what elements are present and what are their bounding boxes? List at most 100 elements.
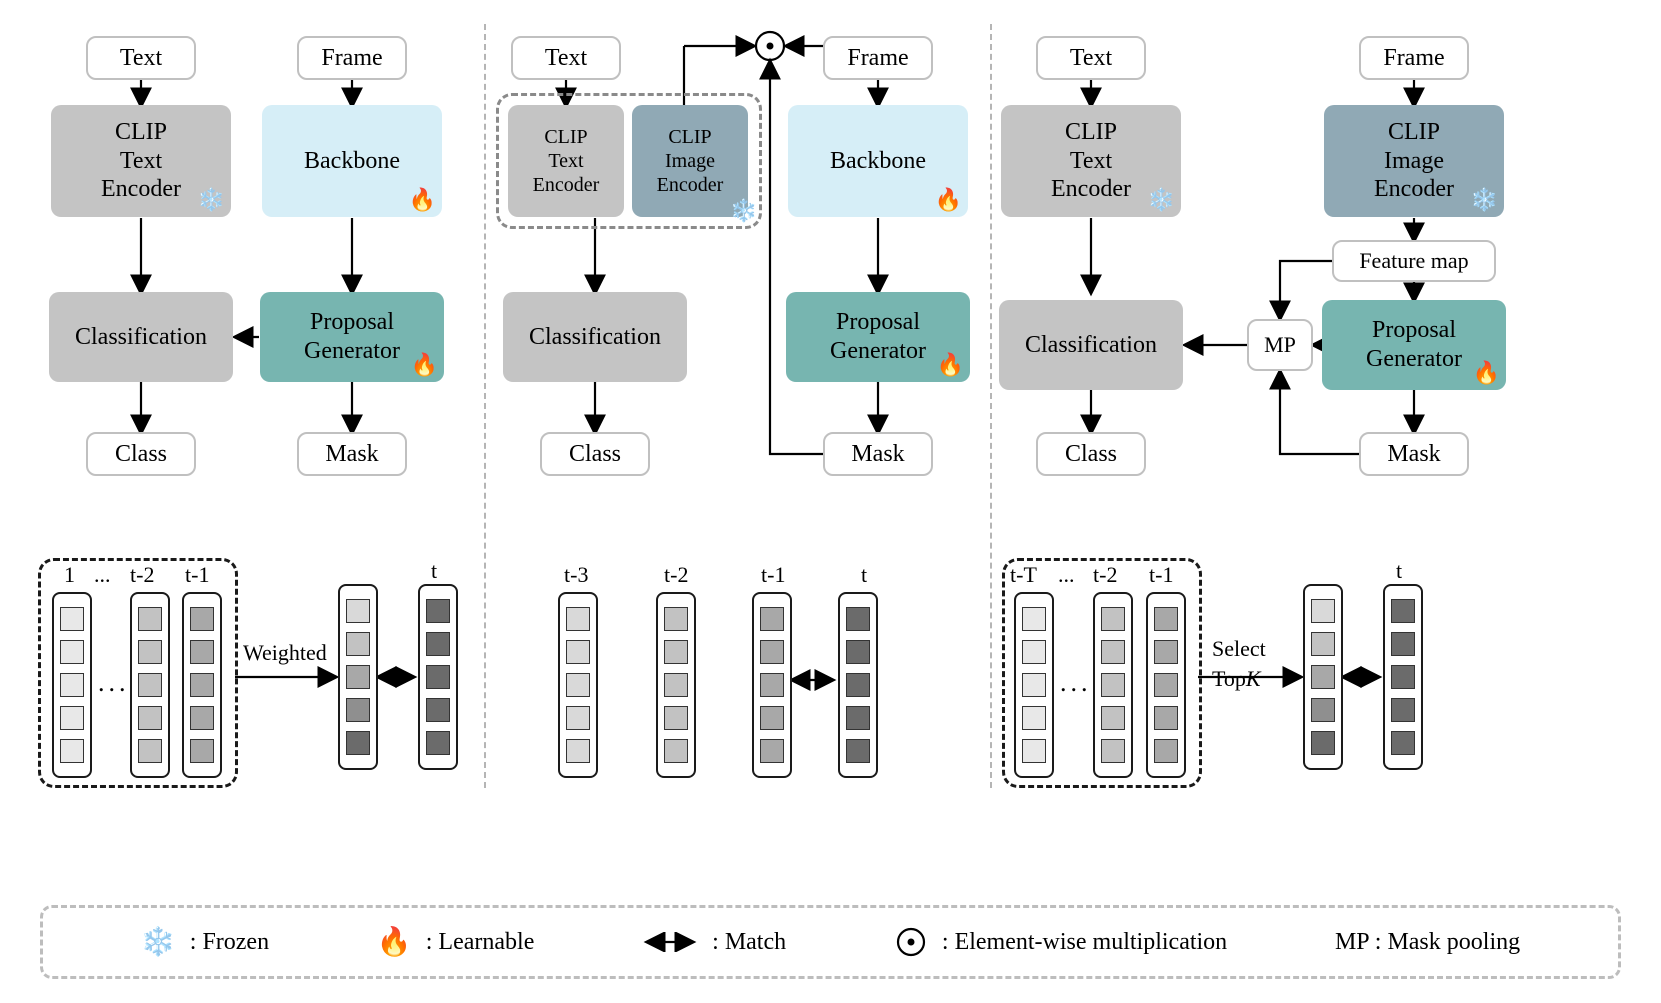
panelC-feature-map: Feature map xyxy=(1332,240,1496,282)
bottomA-strip-t1 xyxy=(182,592,222,778)
label: Proposal Generator xyxy=(1366,316,1462,374)
label: Frame xyxy=(1383,44,1444,73)
bottomA-strip-t xyxy=(418,584,458,770)
panelB-proposal-gen: Proposal Generator 🔥 xyxy=(786,292,970,382)
snowflake-icon: ❄️ xyxy=(141,925,176,959)
label: Text xyxy=(545,44,587,73)
panelC-classification: Classification xyxy=(999,300,1183,390)
legend: ❄️ : Frozen 🔥 : Learnable : Match : Elem… xyxy=(40,905,1621,979)
label: Proposal Generator xyxy=(304,308,400,366)
label: Text xyxy=(120,44,162,73)
fire-icon: 🔥 xyxy=(409,187,436,213)
label: Mask xyxy=(325,440,378,469)
label: Classification xyxy=(1025,331,1157,360)
bottomA-lbl-t: t xyxy=(431,558,437,584)
panelC-mask-out: Mask xyxy=(1359,432,1469,476)
label: Class xyxy=(1065,440,1117,469)
panelC-mp: MP xyxy=(1247,319,1313,371)
label: Frame xyxy=(321,44,382,73)
panelA-class-out: Class xyxy=(86,432,196,476)
label: Frame xyxy=(847,44,908,73)
bottomB-lbl-3: t xyxy=(861,562,867,588)
bottomA-weighted: Weighted xyxy=(243,640,327,666)
bottomC-strip-2 xyxy=(1093,592,1133,778)
bottomA-lbl-t1: t-1 xyxy=(185,562,209,588)
label: Backbone xyxy=(830,147,926,176)
label: MP xyxy=(1264,332,1296,358)
bottomC-strip-t xyxy=(1383,584,1423,770)
panelA-frame-input: Frame xyxy=(297,36,407,80)
panelB-class-out: Class xyxy=(540,432,650,476)
bottomA-strip-1 xyxy=(52,592,92,778)
panelA-clip-text-enc: CLIP Text Encoder ❄️ xyxy=(51,105,231,217)
panelC-text-input: Text xyxy=(1036,36,1146,80)
panelB-classification: Classification xyxy=(503,292,687,382)
label: Mask xyxy=(851,440,904,469)
label: Classification xyxy=(529,323,661,352)
label: Proposal Generator xyxy=(830,308,926,366)
legend-learnable: 🔥 : Learnable xyxy=(377,925,534,959)
bottomC-lbl-2: t-2 xyxy=(1093,562,1117,588)
legend-mp: MP : Mask pooling xyxy=(1335,929,1520,956)
bottomC-strip-0 xyxy=(1014,592,1054,778)
panelB-text-input: Text xyxy=(511,36,621,80)
label: CLIP Text Encoder xyxy=(101,118,181,204)
legend-frozen: ❄️ : Frozen xyxy=(141,925,269,959)
bottomB-lbl-0: t-3 xyxy=(564,562,588,588)
label: Feature map xyxy=(1359,248,1468,274)
panelC-proposal-gen: Proposal Generator 🔥 xyxy=(1322,300,1506,390)
label: CLIP Image Encoder xyxy=(1374,118,1454,204)
label: Class xyxy=(569,440,621,469)
bottomC-lbl-0: t-T xyxy=(1010,562,1037,588)
fire-icon: 🔥 xyxy=(411,352,438,378)
panelC-frame-input: Frame xyxy=(1359,36,1469,80)
bottomC-lbl-t: t xyxy=(1396,558,1402,584)
bottomA-dots: ... xyxy=(98,668,130,698)
legend-match: : Match xyxy=(642,929,786,956)
bottomC-strip-3 xyxy=(1146,592,1186,778)
bottomA-strip-merged xyxy=(338,584,378,770)
panelA-classification: Classification xyxy=(49,292,233,382)
bottomA-lbl-el: ... xyxy=(94,562,111,588)
panelA-mask-out: Mask xyxy=(297,432,407,476)
legend-elemwise: : Element-wise multiplication xyxy=(894,925,1227,959)
snowflake-icon: ❄️ xyxy=(1148,187,1175,213)
panelC-class-out: Class xyxy=(1036,432,1146,476)
label: Backbone xyxy=(304,147,400,176)
panelA-proposal-gen: Proposal Generator 🔥 xyxy=(260,292,444,382)
label: CLIP Image Encoder xyxy=(657,125,724,197)
snowflake-icon: ❄️ xyxy=(1471,187,1498,213)
fire-icon: 🔥 xyxy=(935,187,962,213)
label: Classification xyxy=(75,323,207,352)
panelA-text-input: Text xyxy=(86,36,196,80)
panelB-backbone: Backbone 🔥 xyxy=(788,105,968,217)
bottomC-topk: TopK xyxy=(1212,666,1261,692)
bottomA-lbl-1: 1 xyxy=(64,562,75,588)
snowflake-icon: ❄️ xyxy=(198,187,225,213)
bottomB-strip-0 xyxy=(558,592,598,778)
sep-1 xyxy=(484,24,486,788)
label: CLIP Text Encoder xyxy=(533,125,600,197)
bottomB-strip-2 xyxy=(752,592,792,778)
bottomB-lbl-1: t-2 xyxy=(664,562,688,588)
panelB-frame-input: Frame xyxy=(823,36,933,80)
bottomC-select: Select xyxy=(1212,636,1266,662)
bottomC-strip-merged xyxy=(1303,584,1343,770)
bottomB-lbl-2: t-1 xyxy=(761,562,785,588)
label: Class xyxy=(115,440,167,469)
fire-icon: 🔥 xyxy=(937,352,964,378)
label: Text xyxy=(1070,44,1112,73)
panelC-clip-image-enc: CLIP Image Encoder ❄️ xyxy=(1324,105,1504,217)
label: Mask xyxy=(1387,440,1440,469)
panelA-backbone: Backbone 🔥 xyxy=(262,105,442,217)
label: CLIP Text Encoder xyxy=(1051,118,1131,204)
bottomC-dots: ... xyxy=(1060,668,1092,698)
panelC-clip-text-enc: CLIP Text Encoder ❄️ xyxy=(1001,105,1181,217)
bottomA-strip-t2 xyxy=(130,592,170,778)
bottomB-strip-3 xyxy=(838,592,878,778)
panelB-mask-out: Mask xyxy=(823,432,933,476)
bottomC-lbl-e: ... xyxy=(1058,562,1075,588)
bottomB-strip-1 xyxy=(656,592,696,778)
panelB-clip-text-enc: CLIP Text Encoder xyxy=(508,105,624,217)
bottomA-lbl-t2: t-2 xyxy=(130,562,154,588)
